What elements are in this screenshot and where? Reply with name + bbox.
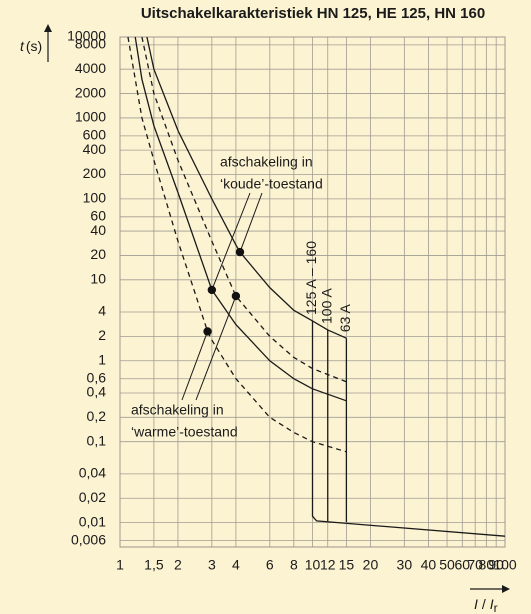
annotation-text: ‘warme’-toestand: [131, 424, 238, 440]
y-tick-label: 4: [98, 303, 106, 319]
x-tick-label: 8: [290, 557, 298, 573]
y-tick-label: 200: [83, 165, 107, 181]
x-tick-label: 50: [439, 557, 455, 573]
y-tick-label: 2: [98, 327, 106, 343]
x-axis-arrowhead: [502, 585, 510, 593]
x-tick-label: 1,5: [144, 557, 164, 573]
x-tick-label: 2: [174, 557, 182, 573]
x-axis-label-var: I: [474, 596, 478, 612]
y-axis-label-unit: (s): [26, 38, 42, 54]
y-tick-label: 40: [90, 222, 106, 238]
y-tick-label: 10000: [67, 28, 106, 44]
y-axis-label-var: t: [20, 38, 25, 54]
annotation-point: [231, 291, 241, 301]
curve-label: 100 A: [318, 288, 334, 324]
x-tick-label: 30: [397, 557, 413, 573]
y-tick-label: 1000: [75, 109, 106, 125]
y-tick-label: 4000: [75, 60, 106, 76]
curve: [141, 36, 347, 383]
y-tick-label: 0,2: [87, 408, 107, 424]
x-tick-label: 90: [488, 557, 504, 573]
x-tick-label: 1: [116, 557, 124, 573]
y-axis-arrowhead: [44, 24, 52, 32]
x-tick-label: 60: [455, 557, 471, 573]
chart-title: Uitschakelkarakteristiek HN 125, HE 125,…: [141, 5, 485, 22]
y-tick-label: 600: [83, 127, 107, 143]
x-tick-label: 70: [467, 557, 483, 573]
y-tick-label: 100: [83, 190, 107, 206]
y-tick-label: 0,04: [79, 465, 106, 481]
x-tick-label: 3: [208, 557, 216, 573]
annotation-text: afschakeling in: [131, 402, 224, 418]
x-axis-label-var: I: [490, 596, 494, 612]
x-tick-label: 20: [363, 557, 379, 573]
y-tick-label: 0,1: [87, 432, 107, 448]
annotation-text: ‘koude’-toestand: [220, 176, 323, 192]
x-tick-label: 40: [421, 557, 437, 573]
y-tick-label: 0,006: [71, 531, 106, 547]
curve-label: 125 A – 160: [303, 241, 319, 315]
annotation-pointer: [239, 192, 263, 253]
y-tick-label: 8000: [75, 36, 106, 52]
curve: [134, 36, 347, 402]
annotation-pointer: [181, 331, 209, 401]
curve: [127, 36, 347, 453]
annotation-point: [207, 285, 217, 295]
curve-label: 63 A: [337, 304, 353, 333]
x-axis-label-sep: /: [482, 596, 486, 612]
x-tick-label: 80: [479, 557, 495, 573]
x-tick-label: 4: [232, 557, 240, 573]
x-axis-label: I / Ir: [474, 596, 498, 614]
annotation-pointer: [195, 295, 237, 401]
x-tick-label: 10: [305, 557, 321, 573]
y-tick-label: 0,02: [79, 489, 106, 505]
y-axis-label: t (s): [20, 38, 42, 54]
y-tick-label: 0,01: [79, 513, 106, 529]
annotation-point: [203, 327, 212, 336]
y-tick-label: 1: [98, 351, 106, 367]
y-tick-label: 0,4: [87, 384, 107, 400]
annotation-pointer: [211, 192, 251, 291]
y-tick-label: 10: [90, 271, 106, 287]
annotation-text: afschakeling in: [220, 154, 313, 170]
y-tick-label: 400: [83, 141, 107, 157]
y-tick-label: 20: [90, 246, 106, 262]
x-tick-label: 6: [266, 557, 274, 573]
x-tick-label: 12: [320, 557, 336, 573]
x-axis-label-sub: r: [494, 601, 498, 614]
y-tick-label: 60: [90, 208, 106, 224]
x-tick-label: 15: [339, 557, 355, 573]
y-tick-label: 2000: [75, 84, 106, 100]
x-tick-label: 100: [493, 557, 517, 573]
y-tick-label: 0,6: [87, 369, 107, 385]
annotation-point: [235, 247, 245, 257]
curve: [311, 320, 506, 537]
